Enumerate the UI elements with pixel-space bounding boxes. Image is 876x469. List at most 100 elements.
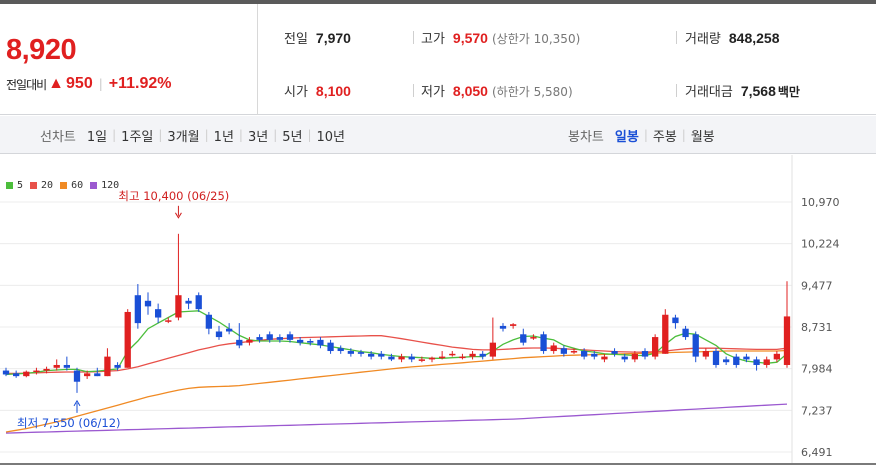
candle-body — [702, 351, 710, 357]
high-price: 고가 9,570 (상한가 10,350) — [421, 28, 580, 47]
candle-body — [327, 342, 334, 352]
candle-body — [246, 339, 253, 343]
candle-body — [378, 353, 385, 357]
candle-body — [195, 295, 202, 310]
tab-daily[interactable]: 일봉 — [614, 129, 639, 145]
low-label: 저가 — [421, 85, 445, 100]
candle-body — [692, 334, 699, 357]
candle-body — [175, 295, 182, 318]
candle-body — [63, 364, 71, 368]
quote-summary: 8,920 전일대비 ▲ 950 | +11.92% 전일 7,970 고가 9… — [0, 4, 876, 115]
trade-amount: 거래대금 7,568 백만 — [685, 81, 800, 100]
amount-unit: 백만 — [777, 85, 800, 99]
legend-label: 20 — [41, 180, 54, 191]
chart-tabs: 선차트 1일 | 1주일 | 3개월 | 1년 | 3년 | 5년 | 10년 … — [0, 116, 876, 154]
candle-body — [489, 342, 497, 357]
candle-body — [449, 353, 456, 356]
candle-body — [94, 373, 101, 377]
candle-body — [601, 356, 608, 360]
candle-body — [144, 300, 152, 307]
legend-swatch — [60, 182, 68, 189]
legend-ma60: 60 — [60, 180, 83, 191]
low-value: 8,050 — [452, 83, 488, 99]
chart-plot[interactable]: 10,970 10,224 9,477 8,731 7,984 7,237 6,491 최고 … — [0, 155, 876, 463]
amount-label: 거래대금 — [685, 85, 733, 100]
candle-body — [114, 364, 121, 368]
amount-value: 7,568 — [740, 83, 776, 99]
tab-1w[interactable]: 1주일 — [121, 129, 154, 145]
price-change: 전일대비 ▲ 950 | +11.92% — [6, 75, 172, 93]
candle-body — [712, 351, 720, 365]
ma120-line — [5, 403, 788, 434]
price-box: 8,920 전일대비 ▲ 950 | +11.92% — [0, 4, 258, 115]
candle-body — [479, 353, 486, 357]
candle-body — [540, 334, 547, 352]
candle-body — [783, 316, 791, 365]
line-chart-tabs: 선차트 1일 | 1주일 | 3개월 | 1년 | 3년 | 5년 | 10년 — [40, 116, 345, 154]
change-value: 950 — [66, 75, 93, 92]
divider — [413, 84, 414, 97]
candle-body — [570, 351, 578, 353]
divider — [676, 31, 677, 44]
candle-body — [520, 334, 527, 343]
tab-monthly[interactable]: 월봉 — [690, 129, 715, 145]
high-label: 고가 — [421, 32, 445, 47]
candle-body — [367, 353, 375, 357]
candle-body — [631, 353, 639, 360]
high-annotation: 최고 10,400 (06/25) — [118, 189, 229, 203]
tab-5y[interactable]: 5년 — [282, 129, 303, 145]
candle-body — [256, 337, 263, 340]
candle-body — [73, 370, 81, 382]
change-label: 전일대비 — [6, 77, 47, 92]
candle-body — [104, 356, 111, 377]
y-tick-label: 7,984 — [801, 363, 833, 376]
candle-body — [743, 356, 750, 360]
up-arrow-icon: ▲ — [48, 75, 65, 92]
tab-weekly[interactable]: 주봉 — [652, 129, 677, 145]
tab-3m[interactable]: 3개월 — [167, 129, 200, 145]
candle-body — [550, 345, 557, 352]
tab-10y[interactable]: 10년 — [316, 129, 346, 145]
change-percent: +11.92% — [108, 75, 172, 92]
candle-chart-label: 봉차트 — [568, 129, 604, 145]
candle-body — [438, 356, 446, 359]
ma5-line — [5, 310, 788, 376]
legend-label: 60 — [71, 180, 84, 191]
candle-body — [317, 339, 324, 346]
open-price: 시가 8,100 — [284, 81, 351, 100]
volume-value: 848,258 — [728, 30, 780, 46]
candle-body — [286, 334, 294, 340]
volume-label: 거래량 — [685, 32, 721, 47]
candle-body — [225, 328, 233, 332]
low-arrow-head — [73, 399, 81, 407]
legend-ma20: 20 — [30, 180, 53, 191]
candle-body — [276, 337, 284, 340]
y-tick-label: 7,237 — [801, 404, 833, 417]
candle-body — [165, 320, 172, 322]
candle-body — [266, 334, 273, 340]
candle-body — [408, 356, 415, 360]
candle-body — [763, 359, 770, 365]
low-price: 저가 8,050 (하한가 5,580) — [421, 81, 573, 100]
tab-1y[interactable]: 1년 — [213, 129, 234, 145]
chart-legend: 5 20 60 120 — [6, 180, 126, 191]
candle-body — [662, 314, 669, 354]
lower-limit: (하한가 5,580) — [491, 85, 573, 99]
prev-close: 전일 7,970 — [284, 28, 351, 47]
candle-body — [722, 359, 730, 363]
tab-1d[interactable]: 1일 — [86, 129, 108, 145]
prev-close-label: 전일 — [284, 32, 308, 47]
prev-close-value: 7,970 — [315, 30, 351, 46]
y-tick-label: 9,477 — [801, 279, 833, 292]
candle-body — [560, 348, 568, 354]
legend-label: 5 — [17, 180, 24, 191]
candle-body — [83, 373, 91, 377]
candle-body — [307, 340, 314, 343]
y-tick-label: 10,970 — [801, 196, 840, 209]
candle-body — [134, 295, 142, 324]
high-arrow-head — [175, 212, 182, 219]
tab-3y[interactable]: 3년 — [247, 129, 269, 145]
top-border — [0, 0, 876, 4]
candle-body — [580, 351, 588, 357]
candle-body — [459, 356, 466, 359]
